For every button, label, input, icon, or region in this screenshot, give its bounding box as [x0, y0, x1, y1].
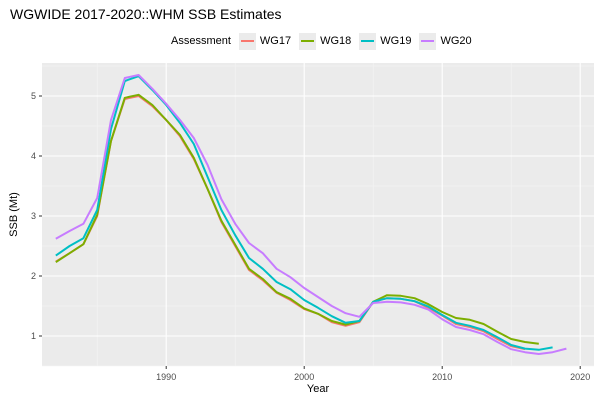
chart-title: WGWIDE 2017-2020::WHM SSB Estimates [10, 6, 282, 22]
series-line-wg20 [55, 74, 567, 355]
legend-item-label: WG19 [380, 35, 412, 47]
x-tick-label: 2010 [432, 372, 452, 382]
y-tick-label: 4 [31, 151, 36, 161]
legend-item-wg20: WG20 [419, 32, 472, 50]
legend-items: WG17 WG18 WG19 WG20 [238, 32, 480, 50]
y-axis-label: SSB (Mt) [8, 192, 20, 237]
x-tick-label: 2000 [294, 372, 314, 382]
legend-item-wg19: WG19 [359, 32, 412, 50]
legend-key-swatch [419, 32, 437, 50]
y-tick-label: 3 [31, 211, 36, 221]
y-tick-label: 5 [31, 91, 36, 101]
y-tick-label: 2 [31, 271, 36, 281]
legend-key-swatch [238, 32, 256, 50]
series-line-wg18 [55, 93, 539, 345]
legend-item-wg18: WG18 [299, 32, 352, 50]
legend-item-label: WG20 [440, 35, 472, 47]
legend-item-label: WG17 [259, 35, 292, 47]
x-tick-label: 2020 [570, 372, 590, 382]
legend-item-label: WG18 [320, 35, 352, 47]
x-axis-label: Year [307, 383, 330, 395]
legend-item-wg17: WG17 [238, 32, 292, 50]
y-tick-label: 1 [31, 331, 36, 341]
legend-key-swatch [299, 32, 317, 50]
panel-background [42, 63, 594, 366]
legend-title: Assessment [171, 35, 231, 47]
legend-key-swatch [359, 32, 377, 50]
x-tick-label: 1990 [156, 372, 176, 382]
legend: Assessment WG17 WG18 WG19 WG20 [171, 31, 480, 51]
